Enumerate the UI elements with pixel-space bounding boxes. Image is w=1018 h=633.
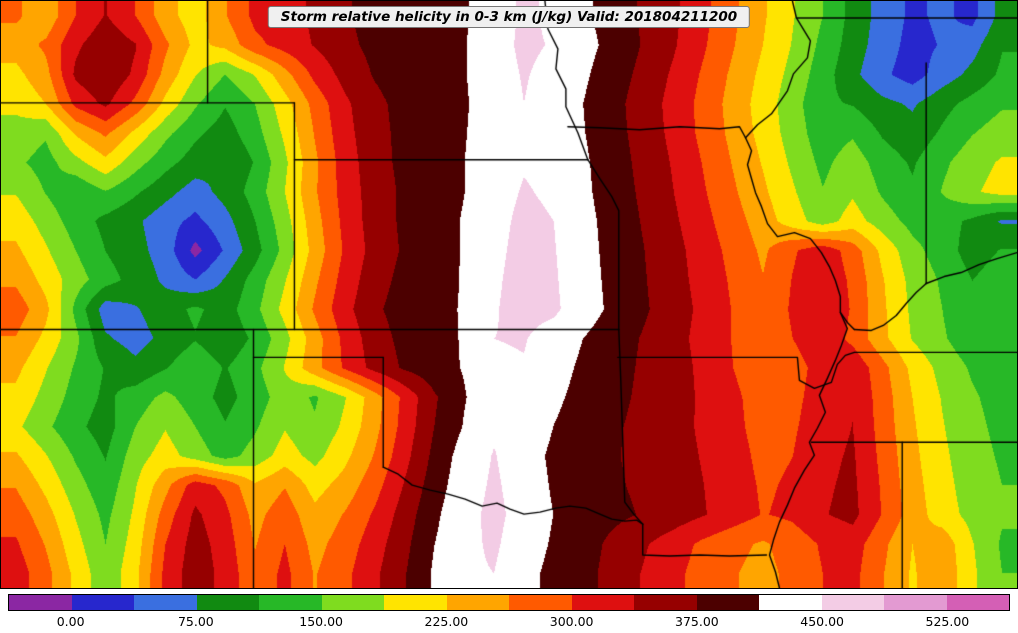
colorbar-segment [134, 595, 197, 610]
colorbar-tick-label: 0.00 [56, 614, 85, 629]
colorbar-segment [509, 595, 572, 610]
colorbar-segment [946, 595, 1009, 610]
colorbar-tick-label: 75.00 [177, 614, 214, 629]
colorbar-segment [634, 595, 697, 610]
colorbar-segment [759, 595, 822, 610]
colorbar-segment [696, 595, 759, 610]
colorbar-tick-label: 150.00 [299, 614, 343, 629]
map-title: Storm relative helicity in 0-3 km (J/kg)… [267, 6, 751, 28]
colorbar-segment [384, 595, 447, 610]
colorbar [8, 594, 1010, 611]
colorbar-tick-label: 300.00 [549, 614, 594, 629]
colorbar-segment [821, 595, 884, 610]
colorbar-segment [446, 595, 509, 610]
colorbar-segment [571, 595, 634, 610]
colorbar-tick-label: 525.00 [925, 614, 970, 629]
colorbar-segment [71, 595, 134, 610]
colorbar-segment [259, 595, 322, 610]
colorbar-ticks: 0.00 75.00 150.00 225.00 300.00 375.00 450.00 5… [8, 614, 1010, 631]
colorbar-tick-label: 375.00 [675, 614, 719, 629]
colorbar-tick-label: 450.00 [800, 614, 844, 629]
helicity-map-canvas [1, 1, 1017, 588]
colorbar-tick-label: 225.00 [424, 614, 469, 629]
colorbar-segment [321, 595, 384, 610]
colorbar-segment [9, 595, 72, 610]
map-area: Storm relative helicity in 0-3 km (J/kg)… [0, 0, 1018, 589]
colorbar-segment [196, 595, 259, 610]
colorbar-segment [884, 595, 947, 610]
